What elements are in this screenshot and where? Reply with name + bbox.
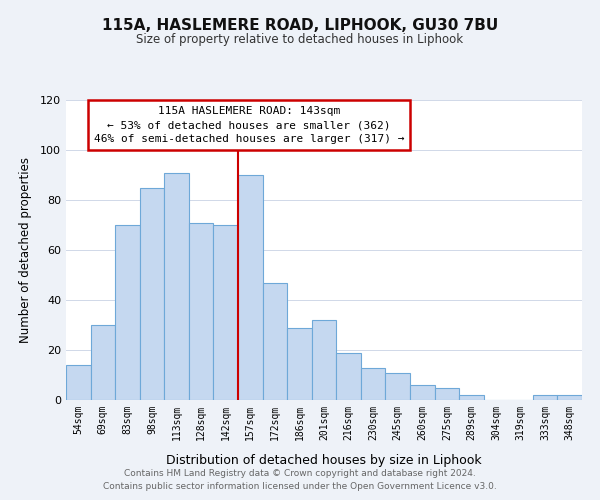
Text: Contains HM Land Registry data © Crown copyright and database right 2024.: Contains HM Land Registry data © Crown c…	[124, 468, 476, 477]
Bar	[238, 175, 263, 400]
Bar	[361, 368, 385, 400]
Bar	[66, 365, 91, 400]
Bar	[533, 395, 557, 400]
Bar	[115, 225, 140, 400]
Bar	[336, 352, 361, 400]
Bar	[434, 388, 459, 400]
Bar	[214, 225, 238, 400]
Bar	[91, 325, 115, 400]
Bar	[189, 222, 214, 400]
Text: 115A, HASLEMERE ROAD, LIPHOOK, GU30 7BU: 115A, HASLEMERE ROAD, LIPHOOK, GU30 7BU	[102, 18, 498, 32]
X-axis label: Distribution of detached houses by size in Liphook: Distribution of detached houses by size …	[166, 454, 482, 467]
Text: 115A HASLEMERE ROAD: 143sqm
← 53% of detached houses are smaller (362)
46% of se: 115A HASLEMERE ROAD: 143sqm ← 53% of det…	[94, 106, 404, 144]
Bar	[410, 385, 434, 400]
Text: Size of property relative to detached houses in Liphook: Size of property relative to detached ho…	[136, 32, 464, 46]
Bar	[263, 282, 287, 400]
Bar	[287, 328, 312, 400]
Bar	[312, 320, 336, 400]
Y-axis label: Number of detached properties: Number of detached properties	[19, 157, 32, 343]
Text: Contains public sector information licensed under the Open Government Licence v3: Contains public sector information licen…	[103, 482, 497, 491]
Bar	[385, 372, 410, 400]
Bar	[557, 395, 582, 400]
Bar	[459, 395, 484, 400]
Bar	[140, 188, 164, 400]
Bar	[164, 172, 189, 400]
